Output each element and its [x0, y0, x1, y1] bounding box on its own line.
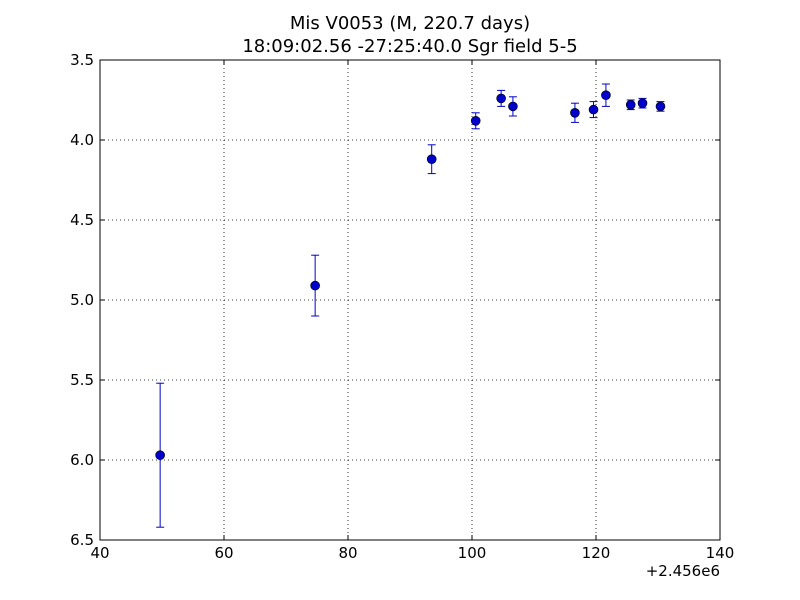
x-tick-label: 80 [338, 544, 357, 562]
data-point [470, 116, 481, 126]
chart-title-line-2: 18:09:02.56 -27:25:40.0 Sgr field 5-5 [242, 36, 577, 57]
data-point [155, 450, 165, 461]
data-point [637, 98, 648, 108]
x-tick-label: 100 [458, 544, 487, 562]
data-points [155, 83, 666, 528]
x-offset-label: +2.456e6 [646, 562, 720, 580]
data-point [601, 90, 611, 100]
y-tick-label: 5.5 [70, 371, 94, 389]
y-tick-label: 6.0 [70, 451, 94, 469]
data-point [508, 101, 518, 112]
y-tick-label: 4.0 [70, 131, 94, 149]
x-tick-label: 120 [582, 544, 611, 562]
data-point [426, 154, 437, 164]
chart-title-line-1: Mis V0053 (M, 220.7 days) [290, 13, 530, 34]
data-point [655, 101, 666, 112]
x-tick-label: 140 [706, 544, 735, 562]
data-point [310, 280, 320, 291]
data-point [625, 100, 636, 110]
data-point [570, 108, 580, 118]
x-tick-label: 60 [214, 544, 233, 562]
axis-ticks [99, 59, 721, 541]
y-tick-label: 5.0 [70, 291, 94, 309]
x-tick-label: 40 [90, 544, 109, 562]
plot-area-frame [99, 59, 721, 541]
data-point [588, 104, 599, 115]
y-tick-label: 4.5 [70, 211, 94, 229]
y-tick-label: 3.5 [70, 51, 94, 69]
y-tick-label: 6.5 [70, 531, 94, 549]
tick-labels: 40 60 80 100 120 140 3.5 4.0 4.5 5.0 5.5 6.0 6.5 [70, 51, 734, 562]
data-point [496, 93, 506, 104]
grid-lines [99, 59, 721, 541]
